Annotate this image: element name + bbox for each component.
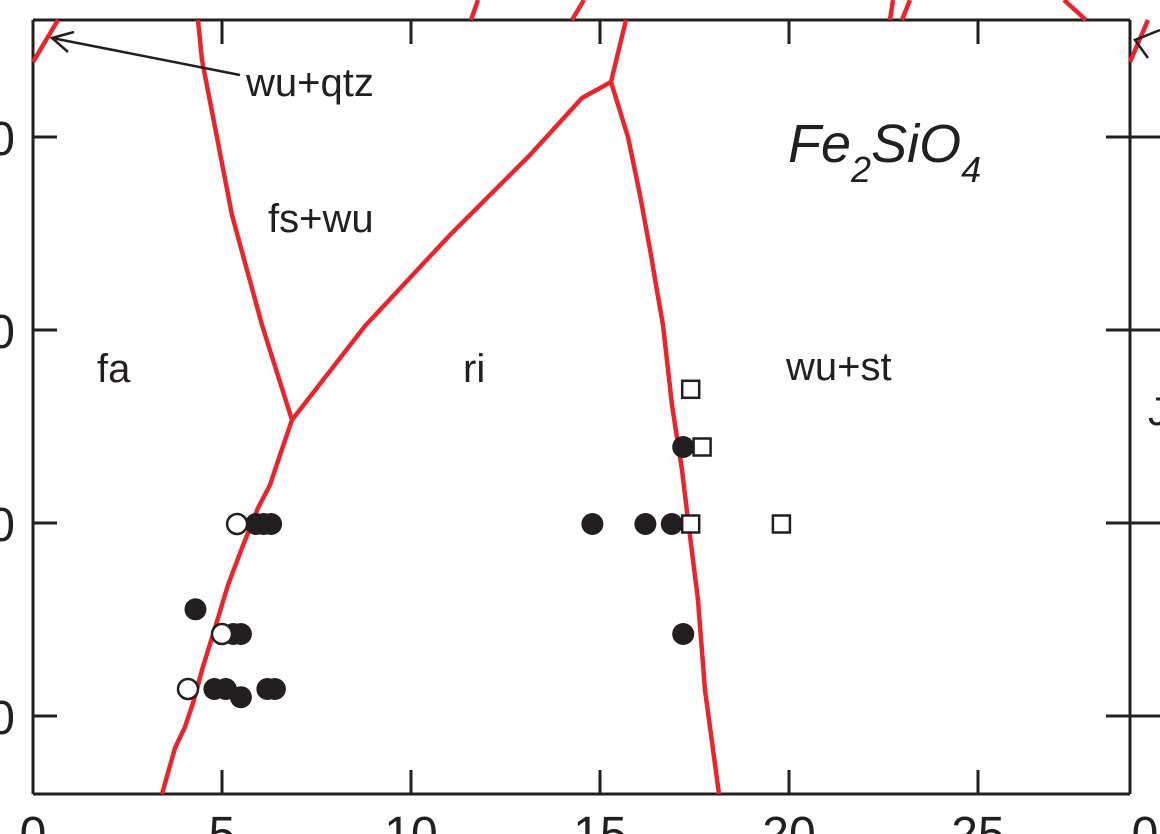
x-tick-label-next-panel: 0: [1132, 808, 1159, 834]
phase-label-wust: wu+st: [785, 345, 892, 389]
open-circle-point-2: [225, 512, 249, 536]
boundary-top-c: [887, 0, 896, 21]
arrow-next-panel-head: [1133, 28, 1160, 59]
filled-circle-point-14: [672, 436, 695, 458]
boundary-top-d: [899, 0, 913, 21]
boundary-upper: [608, 19, 629, 83]
x-tick-label-25: 25: [951, 808, 1004, 834]
boundary-top-a: [468, 0, 481, 21]
boundary-top-e: [1062, 0, 1088, 22]
phase-label-ri: ri: [463, 347, 485, 391]
filled-circle-point-10: [260, 513, 283, 535]
arrow-wuqtz: [51, 36, 241, 77]
boundary-fa-fswu: [195, 19, 295, 421]
boundary-wuqtz: [31, 18, 60, 64]
y-tick-label-3: 0: [0, 499, 15, 552]
tick-marks: [33, 20, 1160, 794]
open-circle-point-0: [176, 677, 200, 701]
title-sub-4: 4: [961, 149, 981, 190]
filled-circle-point-15: [672, 623, 695, 645]
x-tick-label-15: 15: [573, 808, 626, 834]
filled-circle-point-12: [634, 513, 657, 535]
boundary-next-panel: [1127, 19, 1151, 63]
title-sio: SiO: [871, 114, 961, 174]
x-tick-label-10: 10: [384, 808, 437, 834]
y-tick-label-1: 0: [0, 113, 15, 166]
boundary-fa-ri: [159, 419, 295, 795]
title-fe: Fe: [788, 114, 851, 174]
filled-circle-point-13: [660, 513, 683, 535]
data-markers: [176, 379, 792, 709]
open-square-point-2: [692, 437, 712, 457]
phase-label-wuqtz: wu+qtz: [245, 61, 374, 105]
open-square-point-1: [771, 514, 792, 534]
annotation-arrows: [49, 28, 1160, 77]
arrow-wuqtz-head: [49, 30, 75, 53]
boundary-top-b: [570, 0, 586, 22]
y-tick-label-2: 0: [0, 306, 15, 359]
phase-boundaries: [31, 0, 1151, 795]
boundary-ri-wust: [608, 81, 722, 795]
chart-title: Fe2SiO4: [788, 114, 981, 190]
open-square-point-0: [680, 514, 701, 534]
x-tick-label-5: 5: [209, 808, 236, 834]
filled-circle-point-0: [184, 598, 207, 621]
phase-label-fswu: fs+wu: [268, 197, 374, 241]
filled-circle-point-7: [229, 623, 252, 645]
phase-label-fa: fa: [97, 347, 131, 391]
title-sub-2: 2: [850, 149, 871, 190]
open-circle-point-1: [210, 622, 234, 646]
next-panel-label-fragment: J: [1148, 390, 1160, 434]
boundary-fswu-ri: [290, 80, 613, 422]
filled-circle-point-4: [263, 678, 286, 700]
open-square-point-3: [680, 379, 701, 400]
x-tick-label-20: 20: [762, 808, 815, 834]
y-tick-label-4: 0: [0, 692, 15, 745]
x-tick-label-0: 0: [20, 808, 47, 834]
filled-circle-point-5: [229, 686, 252, 709]
filled-circle-point-11: [581, 513, 604, 535]
